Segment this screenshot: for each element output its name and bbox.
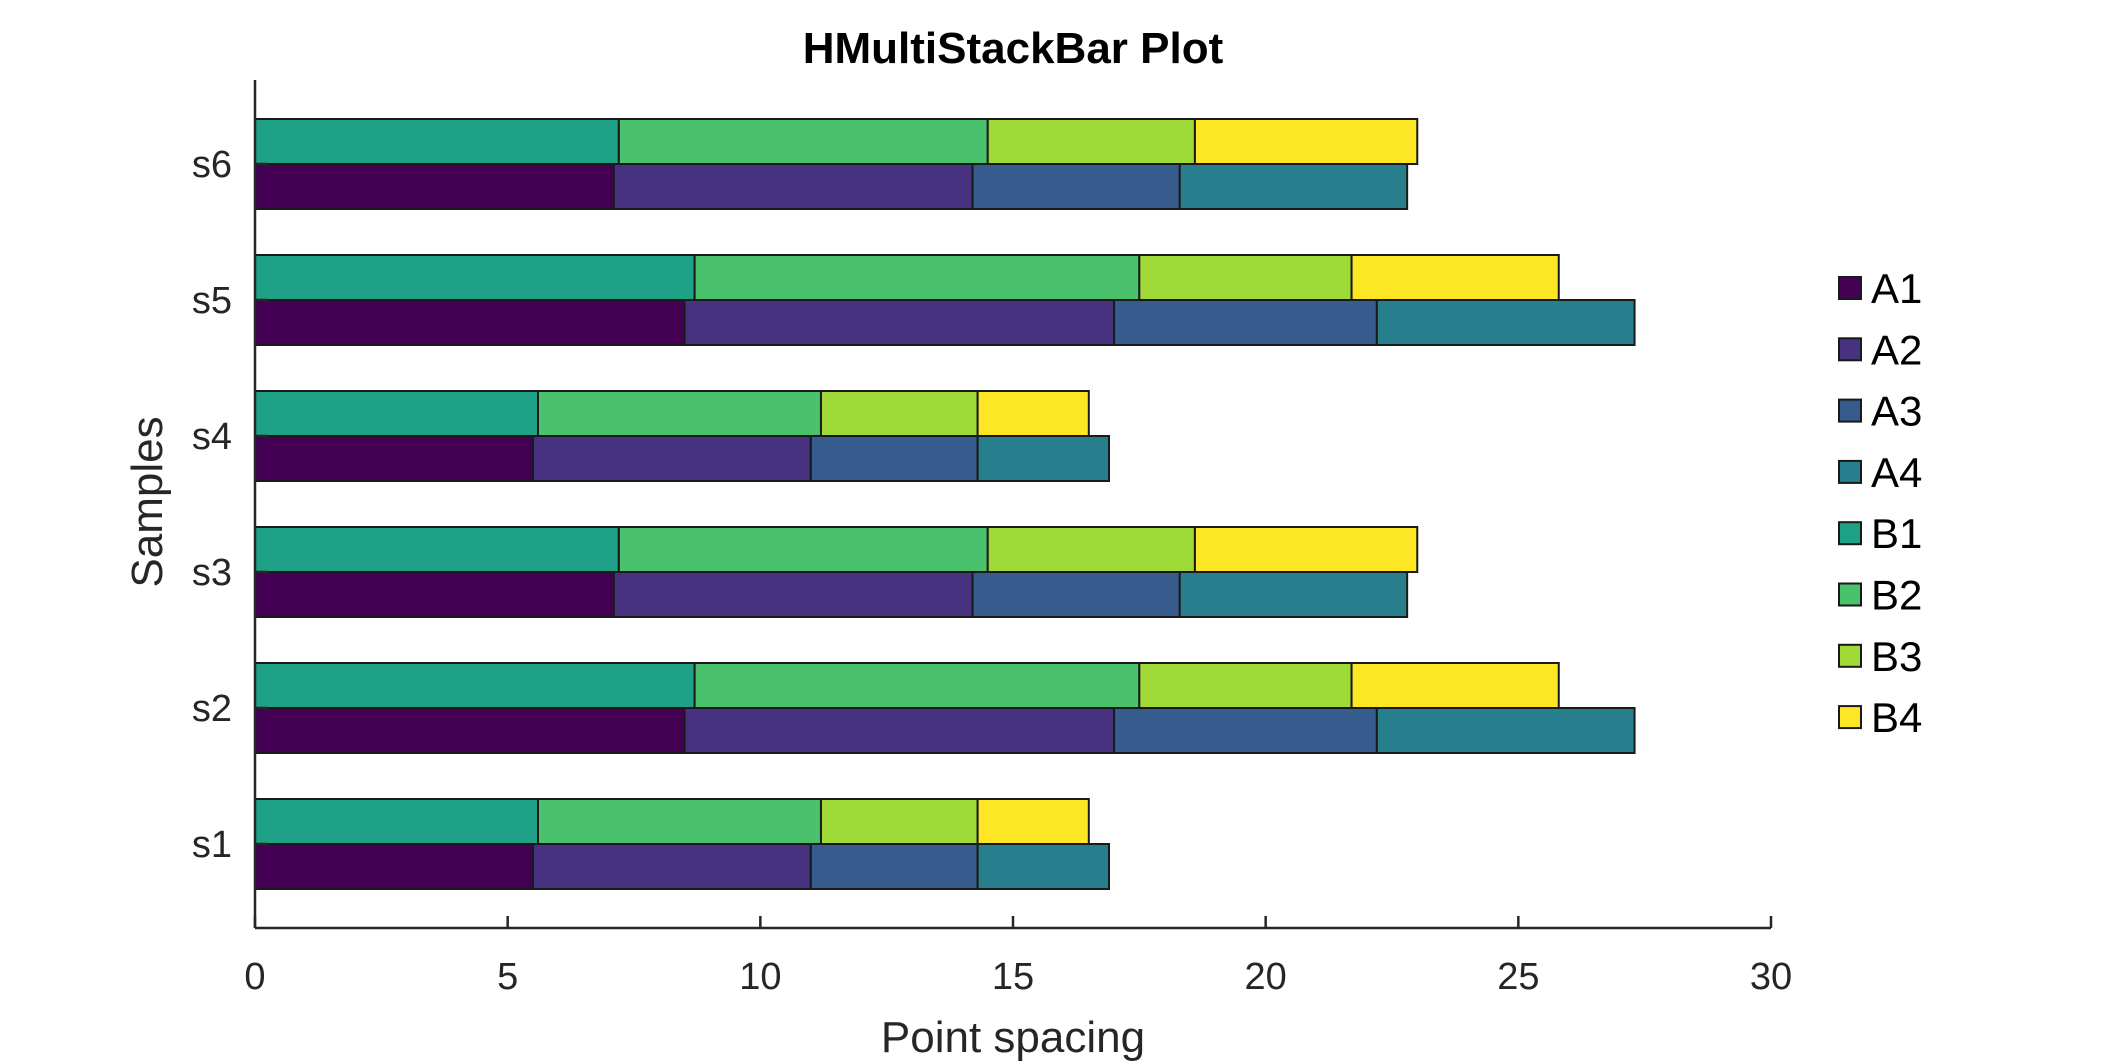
bar-s3-B1	[254, 526, 620, 573]
bar-s5-A4	[1375, 299, 1636, 346]
chart-title: HMultiStackBar Plot	[803, 24, 1224, 73]
y-tick-label-s1: s1	[192, 824, 232, 866]
bar-s4-A4	[976, 435, 1111, 482]
x-tick-label: 15	[992, 956, 1034, 998]
bar-s2-A4	[1375, 707, 1636, 754]
bar-s1-B2	[536, 798, 822, 845]
bar-s2-A3	[1113, 707, 1378, 754]
y-tick-label-s6: s6	[192, 144, 232, 186]
bar-s4-A3	[809, 435, 979, 482]
bar-s1-B4	[976, 798, 1090, 845]
legend-label-B3: B3	[1871, 633, 1922, 680]
x-axis-label: Point spacing	[881, 1013, 1145, 1062]
bar-s6-A4	[1178, 163, 1409, 210]
y-tick-label-s3: s3	[192, 552, 232, 594]
bar-s6-A1	[254, 163, 615, 210]
bar-s2-B4	[1350, 662, 1560, 709]
bar-s1-A1	[254, 843, 534, 890]
bar-s4-A1	[254, 435, 534, 482]
bar-s2-B3	[1138, 662, 1353, 709]
x-axis-ticks: 0 5 10 15 20 25 30	[244, 916, 1792, 998]
bar-s2-B1	[254, 662, 696, 709]
bar-s2-A1	[254, 707, 686, 754]
legend-swatch-A4	[1838, 459, 1862, 484]
bar-s3-A4	[1178, 571, 1409, 618]
bar-s1-A4	[976, 843, 1111, 890]
bar-s3-A3	[971, 571, 1181, 618]
legend-swatch-B2	[1838, 582, 1862, 607]
bar-s3-B3	[986, 526, 1196, 573]
bar-s3-A1	[254, 571, 615, 618]
bar-s6-A2	[612, 163, 974, 210]
legend-swatch-A2	[1838, 337, 1862, 362]
legend-swatch-A3	[1838, 398, 1862, 423]
bar-s1-A2	[531, 843, 812, 890]
legend-label-B4: B4	[1871, 694, 1922, 741]
legend-swatch-B4	[1838, 705, 1862, 730]
legend-swatch-B3	[1838, 643, 1862, 668]
bar-s2-A2	[683, 707, 1116, 754]
legend-swatch-B1	[1838, 521, 1862, 546]
y-axis-ticks: s1 s2 s3 s4 s5 s6	[192, 144, 267, 866]
bar-s5-A3	[1113, 299, 1378, 346]
bar-s4-B1	[254, 390, 539, 437]
bar-s4-B3	[819, 390, 979, 437]
x-tick-label: 5	[497, 956, 518, 998]
legend: A1 A2 A3 A4 B1 B2 B3 B4	[1838, 265, 1922, 741]
x-tick-label: 10	[739, 956, 781, 998]
x-tick-label: 0	[244, 956, 265, 998]
legend-label-A2: A2	[1871, 326, 1922, 373]
bar-s4-A2	[531, 435, 812, 482]
bar-s6-B3	[986, 118, 1196, 165]
bar-s1-B3	[819, 798, 979, 845]
bar-s6-A3	[971, 163, 1181, 210]
y-axis-label: Samples	[123, 416, 172, 587]
bar-s1-B1	[254, 798, 539, 845]
legend-swatch-A1	[1838, 276, 1862, 300]
bar-s4-B2	[536, 390, 822, 437]
bar-s6-B4	[1193, 118, 1419, 165]
legend-label-A1: A1	[1871, 265, 1922, 312]
plot-area	[254, 118, 1636, 890]
bar-s5-A2	[683, 299, 1116, 346]
y-tick-label-s2: s2	[192, 688, 232, 730]
bar-s5-B2	[693, 254, 1141, 301]
bar-s1-A3	[809, 843, 979, 890]
x-tick-label: 30	[1750, 956, 1792, 998]
legend-label-B1: B1	[1871, 510, 1922, 557]
legend-label-A4: A4	[1871, 449, 1922, 496]
bar-s5-B4	[1350, 254, 1560, 301]
bar-s5-A1	[254, 299, 686, 346]
bar-s6-B1	[254, 118, 620, 165]
y-tick-label-s4: s4	[192, 416, 232, 458]
bar-s3-A2	[612, 571, 974, 618]
bar-s2-B2	[693, 662, 1141, 709]
bar-s5-B1	[254, 254, 696, 301]
x-tick-label: 25	[1497, 956, 1539, 998]
legend-label-A3: A3	[1871, 388, 1922, 435]
bar-s6-B2	[617, 118, 989, 165]
bar-s3-B4	[1193, 526, 1419, 573]
x-tick-label: 20	[1245, 956, 1287, 998]
y-tick-label-s5: s5	[192, 280, 232, 322]
bar-s5-B3	[1138, 254, 1353, 301]
bar-s4-B4	[976, 390, 1090, 437]
bar-s3-B2	[617, 526, 989, 573]
legend-label-B2: B2	[1871, 572, 1922, 619]
